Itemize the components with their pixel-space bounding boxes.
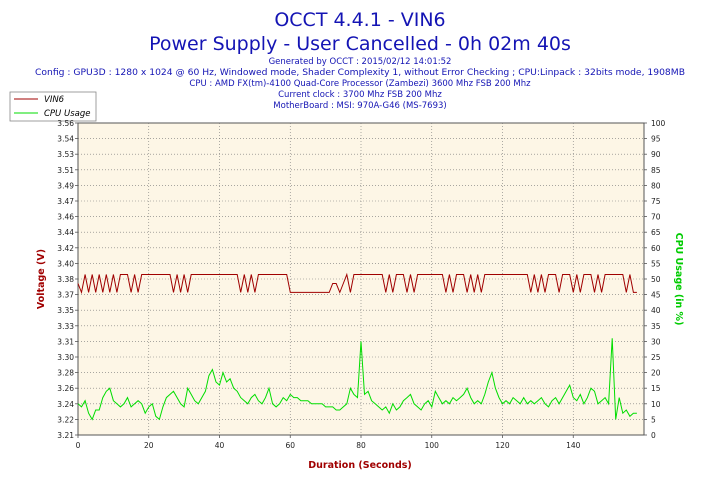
series-layer [77, 272, 637, 421]
y-tick-label-left: 3.33 [57, 322, 74, 331]
y-tick-label-left: 3.38 [57, 275, 74, 284]
y-tick-label-right: 15 [651, 384, 661, 393]
x-tick-label: 20 [144, 441, 154, 450]
y-tick-label-left: 3.40 [57, 259, 74, 268]
legend-box [9, 91, 97, 122]
info-line-clock: Current clock : 3700 Mhz FSB 200 Mhz [278, 90, 442, 100]
info-line-generated: Generated by OCCT : 2015/02/12 14:01:52 [269, 57, 452, 67]
info-line-motherboard: MotherBoard : MSI: 970A-G46 (MS-7693) [273, 101, 446, 111]
y-tick-label-left: 3.35 [57, 306, 74, 315]
grid-layer [78, 123, 644, 435]
y-tick-label-left: 3.24 [57, 400, 74, 409]
series-line-vin6 [77, 272, 637, 295]
x-tick-label: 120 [495, 441, 510, 450]
y-tick-label-left: 3.28 [57, 369, 74, 378]
x-tick-label: 100 [425, 441, 440, 450]
y-tick-label-right: 50 [651, 275, 661, 284]
y-tick-label-right: 30 [651, 337, 661, 346]
y-tick-label-left: 3.49 [57, 181, 74, 190]
info-line-config: Config : GPU3D : 1280 x 1024 @ 60 Hz, Wi… [35, 68, 685, 78]
y-tick-label-right: 40 [651, 306, 661, 315]
y-tick-label-left: 3.51 [57, 166, 74, 175]
y-tick-label-left: 3.47 [57, 197, 74, 206]
y-axis-label-right: CPU Usage (in %) [673, 233, 684, 326]
y-tick-label-left: 3.46 [57, 213, 74, 222]
y-tick-label-right: 95 [651, 135, 661, 144]
y-tick-label-right: 0 [651, 431, 656, 440]
series-line-cpu-usage [77, 338, 637, 421]
x-tick-label: 60 [285, 441, 295, 450]
y-tick-label-right: 100 [651, 119, 666, 128]
legend-label-vin6: VIN6 [44, 95, 65, 105]
x-tick-label: 140 [566, 441, 581, 450]
y-tick-label-right: 10 [651, 400, 661, 409]
y-tick-label-left: 3.54 [57, 135, 74, 144]
y-tick-label-right: 55 [651, 259, 661, 268]
y-tick-label-left: 3.21 [57, 431, 74, 440]
y-tick-label-left: 3.44 [57, 228, 74, 237]
chart-title: OCCT 4.4.1 - VIN6 [274, 9, 445, 31]
x-axis-label: Duration (Seconds) [308, 460, 411, 471]
x-tick-label: 0 [76, 441, 81, 450]
y-axis-label-left: Voltage (V) [36, 249, 47, 309]
x-tick-label: 80 [356, 441, 366, 450]
y-tick-label-right: 80 [651, 181, 661, 190]
y-tick-label-right: 90 [651, 150, 661, 159]
tick-layer: 3.21 03.22 53.24 103.26 153.28 203.30 253.31 30… [57, 119, 665, 450]
y-tick-label-right: 75 [651, 197, 661, 206]
y-tick-label-right: 45 [651, 291, 661, 300]
y-tick-label-left: 3.53 [57, 150, 74, 159]
y-tick-label-left: 3.31 [57, 337, 74, 346]
y-tick-label-left: 3.22 [57, 415, 74, 424]
y-tick-label-right: 35 [651, 322, 661, 331]
legend: VIN6 CPU Usage [9, 91, 97, 122]
y-tick-label-right: 5 [651, 415, 656, 424]
y-tick-label-left: 3.42 [57, 244, 74, 253]
info-line-cpu: CPU : AMD FX(tm)-4100 Quad-Core Processo… [189, 79, 531, 89]
y-tick-label-right: 60 [651, 244, 661, 253]
y-tick-label-right: 65 [651, 228, 661, 237]
y-tick-label-right: 25 [651, 353, 661, 362]
y-tick-label-right: 85 [651, 166, 661, 175]
y-tick-label-left: 3.37 [57, 291, 74, 300]
chart-subtitle: Power Supply - User Cancelled - 0h 02m 4… [149, 33, 571, 55]
x-tick-label: 40 [215, 441, 225, 450]
y-tick-label-right: 70 [651, 213, 661, 222]
y-tick-label-left: 3.26 [57, 384, 74, 393]
y-tick-label-left: 3.30 [57, 353, 74, 362]
y-tick-label-right: 20 [651, 369, 661, 378]
legend-label-cpu-usage: CPU Usage [44, 109, 90, 119]
y-tick-label-left: 3.56 [57, 119, 74, 128]
